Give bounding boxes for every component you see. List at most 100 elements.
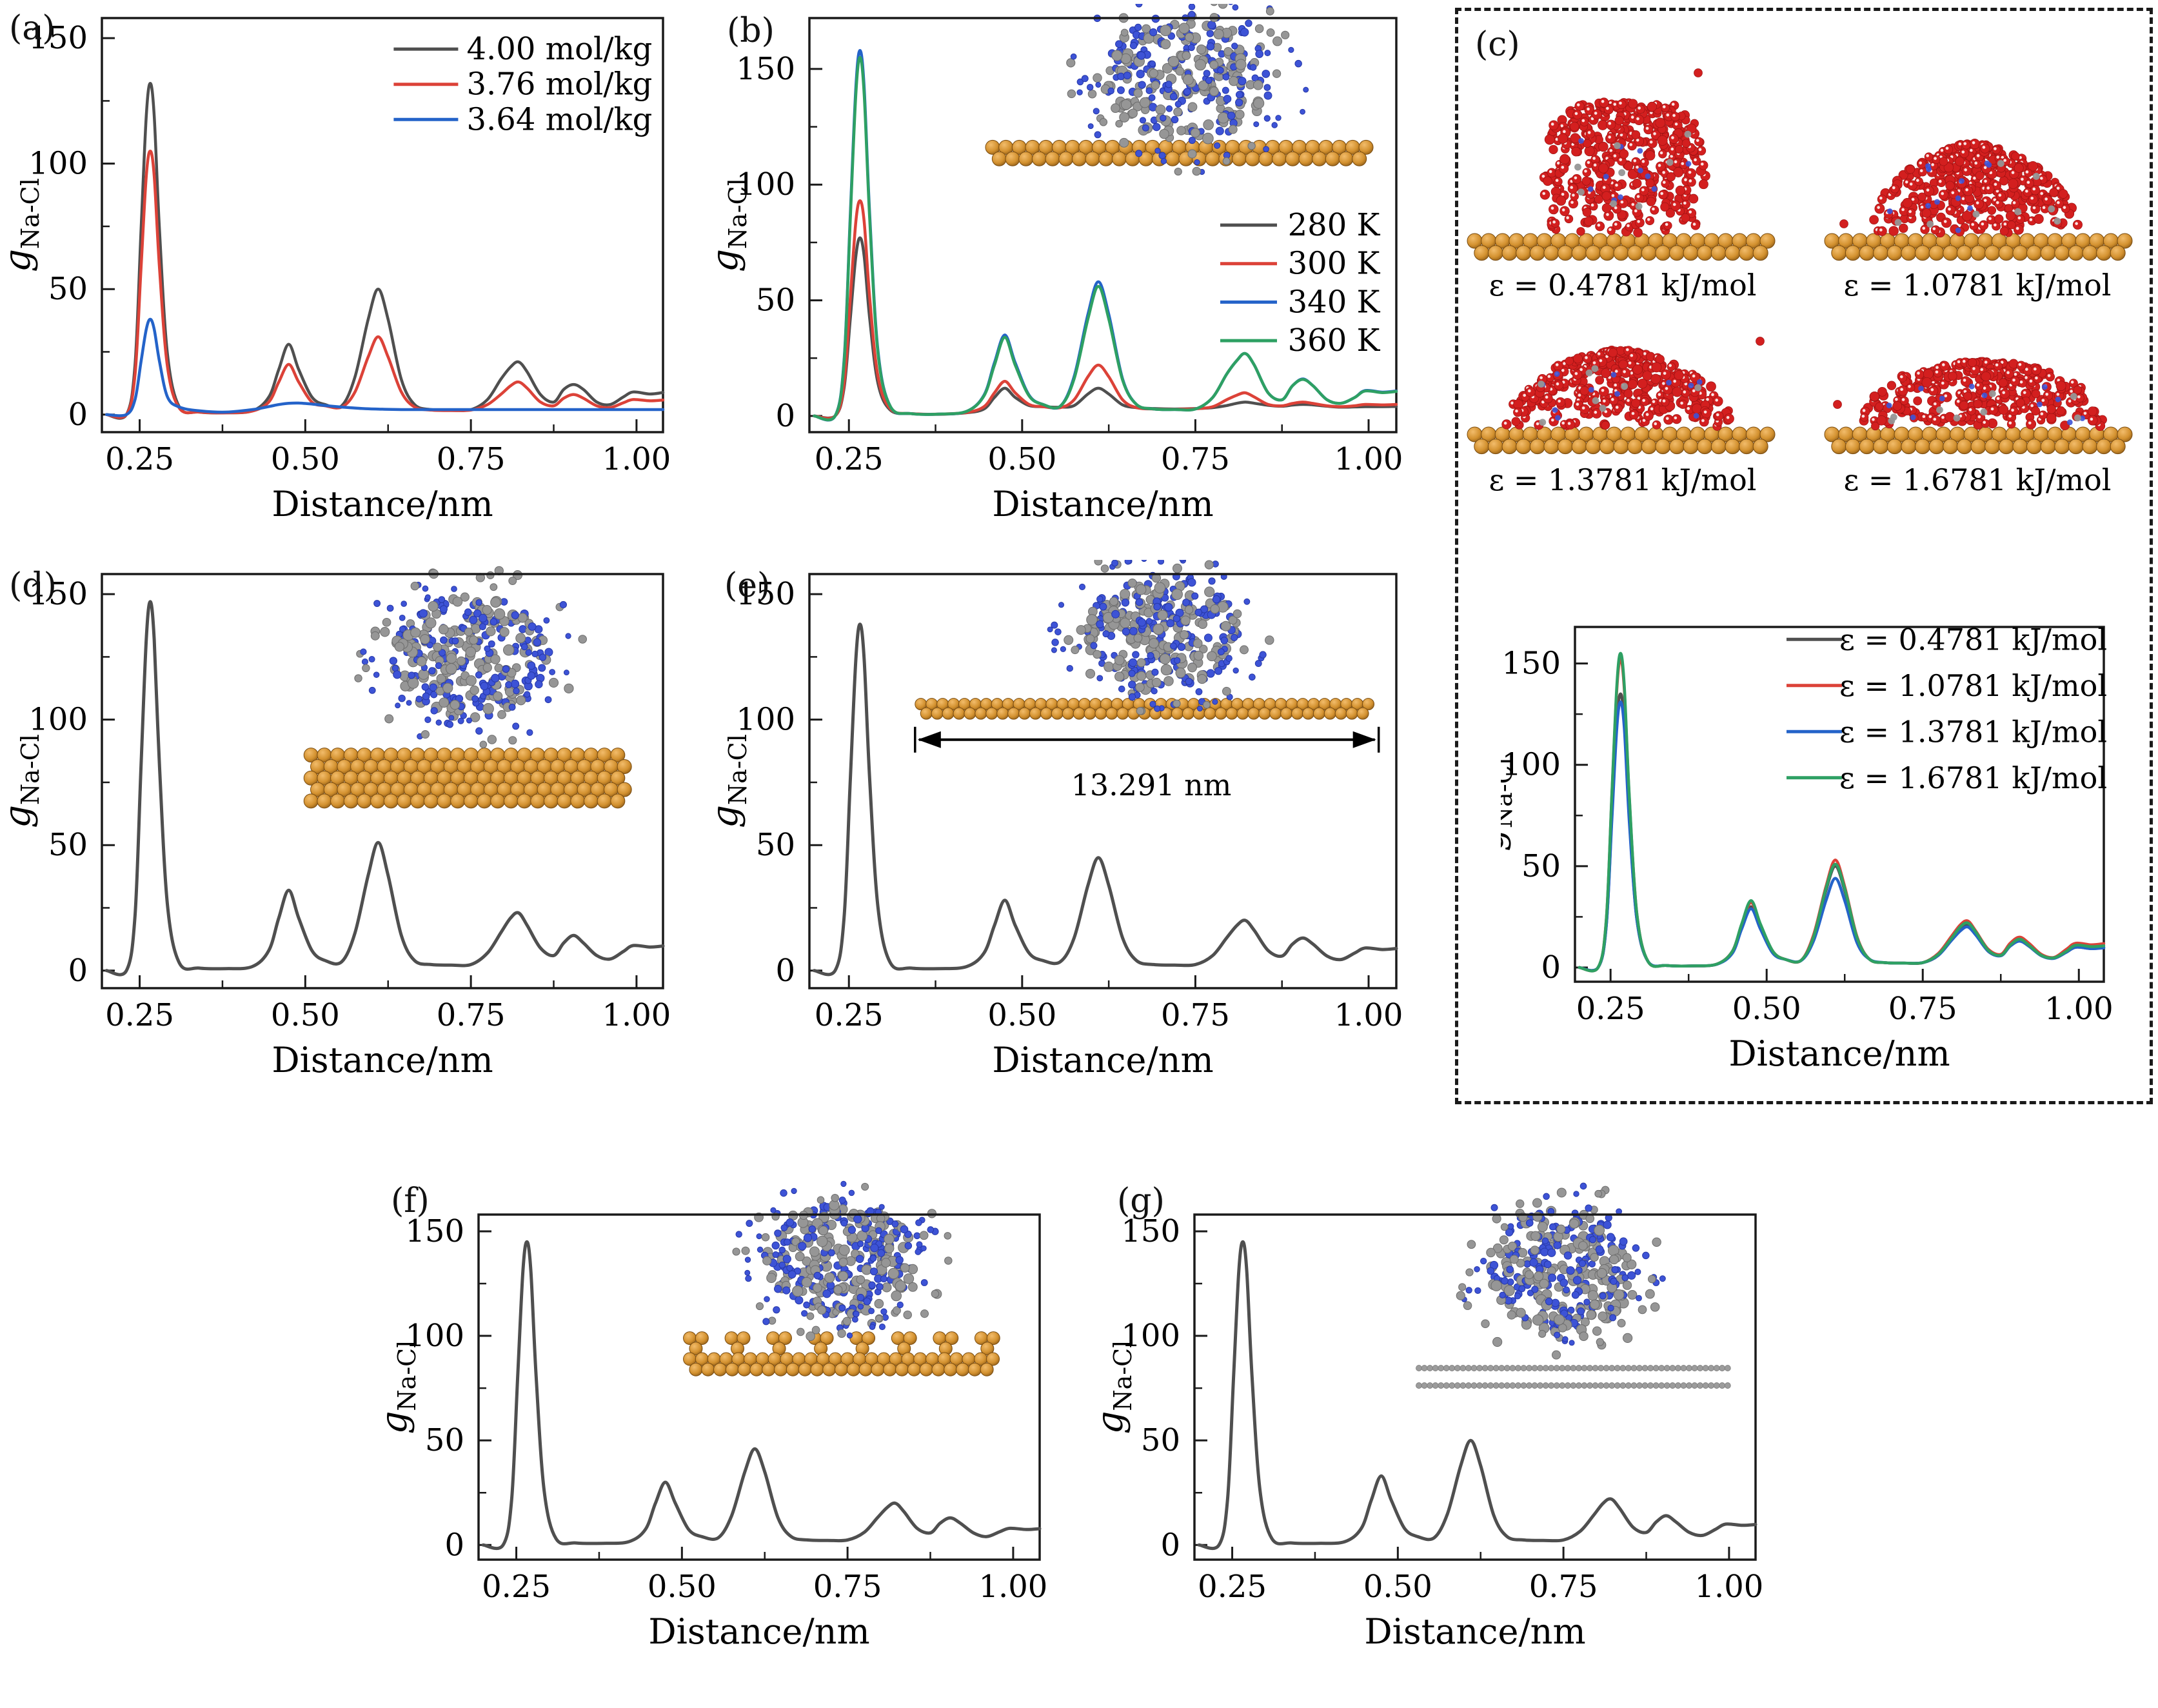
x-tick-label: 1.00: [2044, 991, 2113, 1027]
x-tick-label: 0.25: [1198, 1569, 1267, 1605]
x-axis-label: Distance/nm: [1728, 1033, 1950, 1074]
axis-frame: [101, 573, 664, 989]
snapshot-caption-4: ε = 1.6781 kJ/mol: [1843, 462, 2112, 497]
inset-gold-slab: [915, 698, 1375, 720]
axis-frame: [808, 573, 1398, 989]
x-tick-label: 0.50: [1732, 991, 1801, 1027]
y-tick-label: 50: [756, 283, 795, 319]
snapshot-slab-4: [1824, 426, 2133, 455]
axis-frame: [477, 1213, 1041, 1561]
x-tick-label: 1.00: [1334, 997, 1403, 1033]
y-tick-label: 150: [1501, 646, 1561, 682]
legend-label-ε = 0.4781 kJ/mol: ε = 0.4781 kJ/mol: [1839, 622, 2107, 657]
x-tick-label: 1.00: [1694, 1569, 1763, 1605]
series-4.00 mol/kg: [104, 81, 665, 420]
axis-frame: [1193, 1213, 1757, 1561]
inset-gold-pillared-slab: [683, 1331, 1000, 1376]
x-tick-label: 1.00: [602, 441, 671, 477]
x-tick-label: 0.25: [815, 997, 884, 1033]
snapshot-caption-3: ε = 1.3781 kJ/mol: [1489, 462, 1757, 497]
y-tick-label: 100: [28, 702, 88, 738]
y-tick-label: 0: [775, 398, 795, 434]
panel-label-g: (g): [1117, 1182, 1165, 1220]
stray-water-molecule: [1839, 219, 1848, 228]
x-tick-label: 0.50: [271, 997, 340, 1033]
y-tick-label: 0: [68, 397, 88, 433]
snapshot-droplet-4: [1859, 357, 2107, 431]
slab-length-label: 13.291 nm: [1071, 768, 1232, 802]
series-g Na-Cl: [481, 1240, 1042, 1551]
y-tick-label: 150: [28, 576, 88, 612]
axis-frame: [101, 17, 664, 433]
x-axis-label: Distance/nm: [272, 484, 493, 524]
inset-gold-slab: [985, 139, 1374, 166]
y-tick-label: 100: [405, 1318, 464, 1354]
x-axis-label: Distance/nm: [272, 1040, 493, 1080]
y-tick-label: 50: [425, 1422, 464, 1458]
inset-nacl-cluster: [732, 1180, 953, 1342]
y-tick-label: 50: [1521, 848, 1561, 884]
axis-frame: [808, 17, 1398, 433]
panel-label-d: (d): [9, 566, 57, 605]
y-tick-label: 150: [736, 576, 795, 612]
series-ε = 1.6781 kJ/mol: [1578, 651, 2106, 973]
y-tick-label: 50: [48, 271, 88, 307]
droplet-snapshots: [1467, 68, 2133, 455]
chart-g: 0.25 0.50 0.75 1.00 0 50 100 150 Distance/nm gNa-…: [1098, 1182, 1763, 1652]
y-tick-label: 150: [405, 1213, 464, 1249]
legend-label-3.76 mol/kg: 3.76 mol/kg: [467, 66, 653, 103]
snapshot-caption-2: ε = 1.0781 kJ/mol: [1843, 268, 2112, 303]
series-360 K: [813, 55, 1398, 422]
y-tick-label: 50: [48, 827, 88, 863]
chart-f: 0.25 0.50 0.75 1.00 0 50 100 150 Distance/nm gNa-…: [382, 1180, 1047, 1652]
panel-label-c: (c): [1475, 25, 1520, 64]
series-300 K: [813, 199, 1398, 420]
y-tick-label: 0: [444, 1527, 464, 1563]
legend-label-ε = 1.3781 kJ/mol: ε = 1.3781 kJ/mol: [1839, 714, 2107, 749]
legend-label-340 K: 340 K: [1288, 284, 1381, 320]
chart-e: 0.25 0.50 0.75 1.00 0 50 100 150 Distance/nm gNa-…: [713, 560, 1403, 1080]
snapshot-slab-1: [1467, 233, 1776, 261]
panel-label-a: (a): [9, 9, 55, 48]
stray-water-molecule: [1756, 337, 1765, 346]
axis-frame: [1574, 626, 2105, 983]
series-ε = 1.0781 kJ/mol: [1578, 658, 2106, 973]
y-tick-label: 100: [1501, 747, 1561, 783]
snapshot-slab-2: [1824, 233, 2133, 261]
snapshot-slab-3: [1467, 426, 1776, 455]
y-tick-label: 100: [736, 166, 795, 203]
y-tick-label: 150: [1121, 1213, 1180, 1249]
stray-water-molecule: [1694, 68, 1703, 77]
y-axis-label: gNa-Cl: [713, 178, 752, 272]
snapshot-droplet-2: [1869, 139, 2083, 238]
x-tick-label: 0.25: [105, 441, 174, 477]
x-tick-label: 1.00: [978, 1569, 1047, 1605]
x-tick-label: 0.50: [648, 1569, 717, 1605]
y-tick-label: 0: [775, 953, 795, 989]
y-axis-label: gNa-Cl: [713, 734, 752, 828]
inset-nacl-cluster: [1066, 4, 1309, 176]
y-tick-label: 100: [736, 702, 795, 738]
panel-b: (b) 0.25 0.50 0.75 1.00 0 50 100 150 Distance/nm…: [713, 4, 1438, 550]
inset-nacl-cluster: [1047, 560, 1274, 715]
y-tick-label: 100: [28, 146, 88, 182]
legend-label-ε = 1.0781 kJ/mol: ε = 1.0781 kJ/mol: [1839, 668, 2107, 703]
x-tick-label: 0.50: [987, 997, 1056, 1033]
x-tick-label: 1.00: [602, 997, 671, 1033]
panel-a: (a) 0.25 0.50 0.75 1.00 0 50 100 150 Distance/nm…: [5, 4, 705, 550]
length-arrow: [914, 726, 1380, 753]
x-tick-label: 0.25: [815, 441, 884, 477]
x-tick-label: 1.00: [1334, 441, 1403, 477]
inset-graphene-sheets: [1416, 1365, 1731, 1389]
x-tick-label: 0.75: [1161, 997, 1230, 1033]
snapshot-caption-1: ε = 0.4781 kJ/mol: [1489, 268, 1757, 303]
legend-label-ε = 1.6781 kJ/mol: ε = 1.6781 kJ/mol: [1839, 760, 2107, 795]
x-axis-label: Distance/nm: [992, 484, 1213, 524]
x-axis-label: Distance/nm: [992, 1040, 1213, 1080]
panel-label-b: (b): [727, 12, 775, 50]
series-g Na-Cl: [1197, 1240, 1757, 1551]
x-tick-label: 0.50: [987, 441, 1056, 477]
x-tick-label: 0.50: [271, 441, 340, 477]
y-tick-label: 0: [68, 953, 88, 989]
series-280 K: [813, 236, 1398, 420]
